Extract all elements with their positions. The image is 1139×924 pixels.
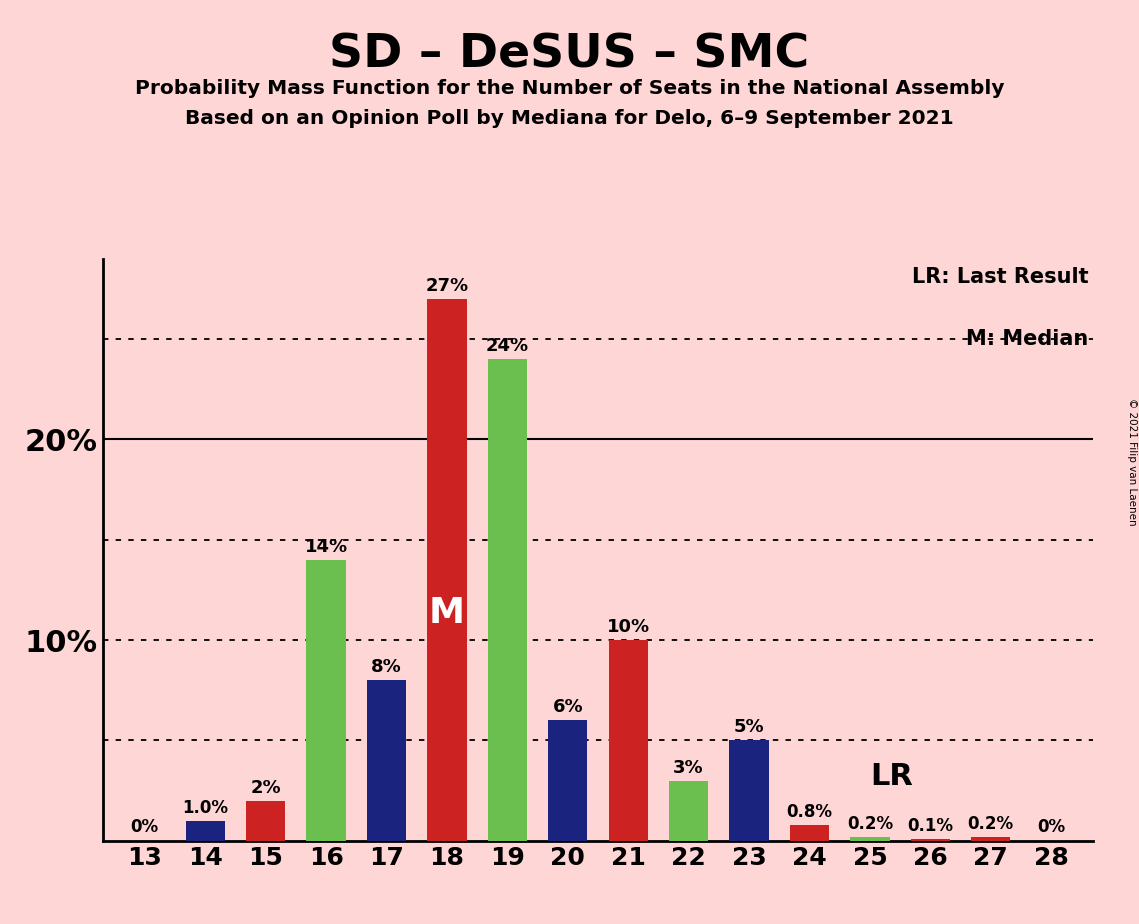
Text: LR: LR bbox=[870, 762, 912, 791]
Bar bbox=[367, 680, 407, 841]
Text: 3%: 3% bbox=[673, 759, 704, 776]
Text: 0%: 0% bbox=[131, 818, 158, 836]
Bar bbox=[669, 781, 708, 841]
Text: 0.2%: 0.2% bbox=[846, 815, 893, 833]
Text: 0%: 0% bbox=[1038, 818, 1065, 836]
Text: 14%: 14% bbox=[304, 538, 347, 556]
Text: 24%: 24% bbox=[485, 337, 528, 355]
Bar bbox=[246, 801, 285, 841]
Bar bbox=[608, 640, 648, 841]
Text: 8%: 8% bbox=[371, 658, 402, 676]
Bar bbox=[186, 821, 224, 841]
Text: Probability Mass Function for the Number of Seats in the National Assembly: Probability Mass Function for the Number… bbox=[134, 79, 1005, 98]
Text: 0.8%: 0.8% bbox=[786, 803, 833, 821]
Text: Based on an Opinion Poll by Mediana for Delo, 6–9 September 2021: Based on an Opinion Poll by Mediana for … bbox=[186, 109, 953, 128]
Text: 6%: 6% bbox=[552, 699, 583, 716]
Text: © 2021 Filip van Laenen: © 2021 Filip van Laenen bbox=[1126, 398, 1137, 526]
Text: 2%: 2% bbox=[251, 779, 281, 796]
Text: 0.1%: 0.1% bbox=[908, 817, 953, 834]
Bar bbox=[911, 839, 950, 841]
Text: 5%: 5% bbox=[734, 719, 764, 736]
Bar bbox=[972, 837, 1010, 841]
Bar bbox=[850, 837, 890, 841]
Text: LR: Last Result: LR: Last Result bbox=[912, 267, 1089, 287]
Bar bbox=[427, 298, 467, 841]
Bar bbox=[789, 825, 829, 841]
Text: SD – DeSUS – SMC: SD – DeSUS – SMC bbox=[329, 32, 810, 78]
Text: 10%: 10% bbox=[607, 618, 649, 636]
Bar bbox=[548, 721, 588, 841]
Text: M: Median: M: Median bbox=[966, 329, 1089, 348]
Bar bbox=[487, 359, 527, 841]
Text: 27%: 27% bbox=[425, 277, 468, 295]
Bar bbox=[306, 560, 346, 841]
Text: 1.0%: 1.0% bbox=[182, 798, 228, 817]
Bar bbox=[729, 740, 769, 841]
Text: 0.2%: 0.2% bbox=[968, 815, 1014, 833]
Text: M: M bbox=[429, 596, 465, 630]
